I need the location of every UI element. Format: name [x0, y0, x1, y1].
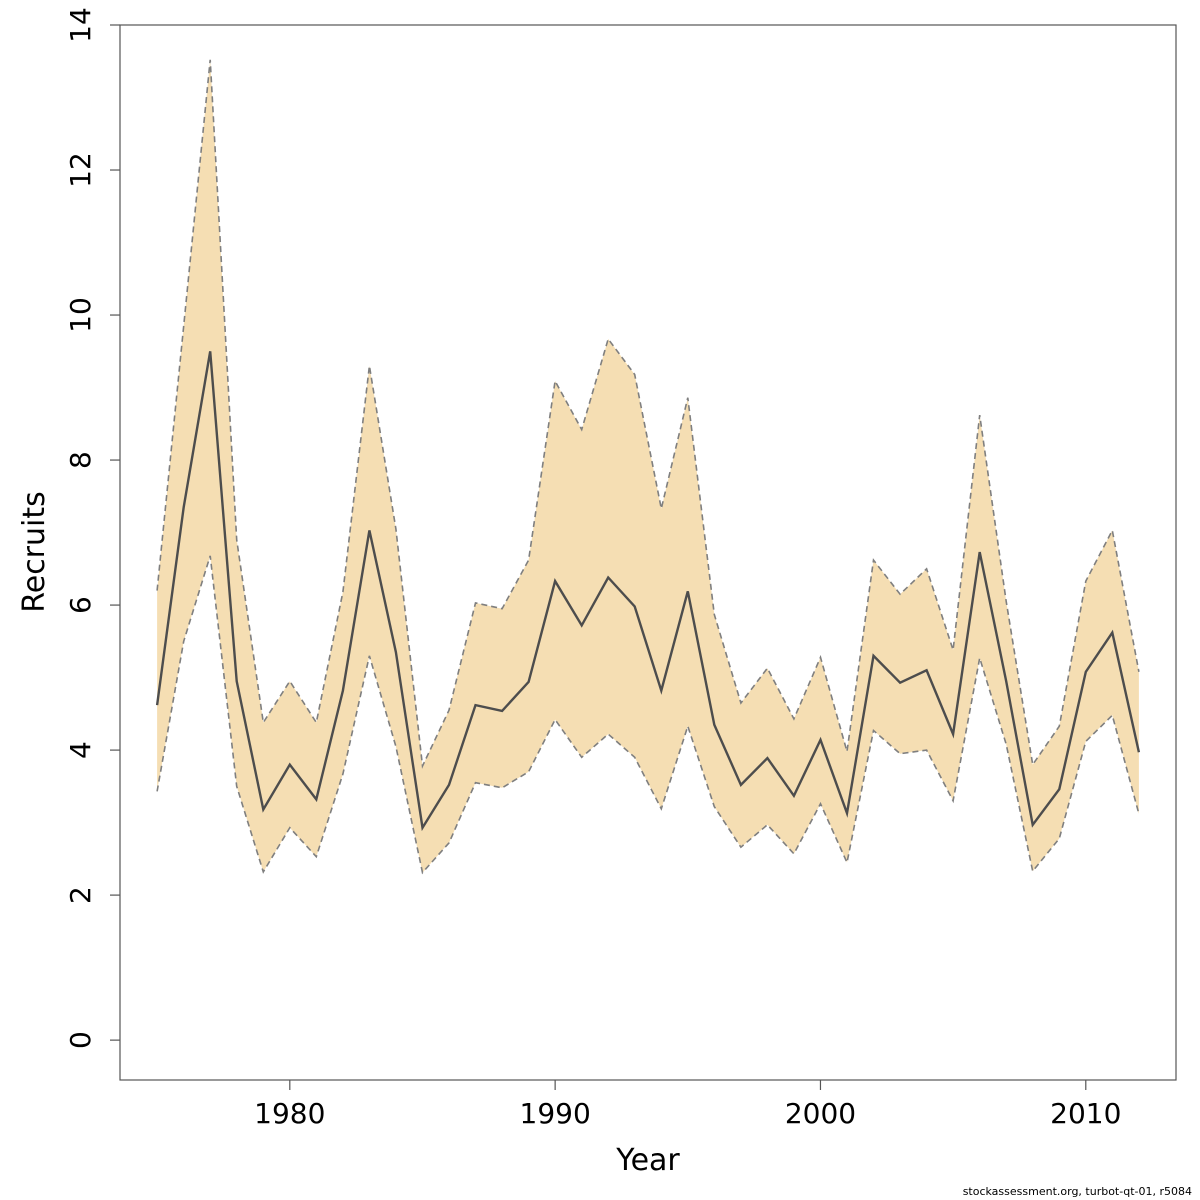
y-axis-title: Recruits [17, 491, 52, 613]
confidence-band [157, 59, 1139, 873]
upper-bound-line [156, 59, 1140, 769]
x-tick-label: 2000 [785, 1097, 856, 1130]
y-tick-label: 6 [64, 596, 97, 614]
plot-frame [119, 24, 1177, 1081]
y-tick-label: 4 [64, 741, 97, 759]
x-axis: 1980 1990 2000 2010 [254, 1080, 1121, 1130]
x-axis-title: Year [615, 1143, 680, 1178]
estimate-line [155, 351, 1141, 832]
y-tick-label: 8 [64, 451, 97, 469]
y-axis: 0 2 4 6 8 10 12 14 [64, 7, 120, 1049]
y-tick-label: 0 [64, 1031, 97, 1049]
y-tick-label: 2 [64, 886, 97, 904]
y-tick-label: 12 [64, 152, 97, 188]
x-tick-label: 2010 [1050, 1097, 1121, 1130]
y-tick-label: 14 [64, 7, 97, 43]
y-tick-label: 10 [64, 297, 97, 333]
x-tick-label: 1980 [254, 1097, 325, 1130]
lower-bound-line [156, 555, 1140, 875]
footer-caption: stockassessment.org, turbot-qt-01, r5084 [962, 1185, 1192, 1198]
x-tick-label: 1990 [520, 1097, 591, 1130]
